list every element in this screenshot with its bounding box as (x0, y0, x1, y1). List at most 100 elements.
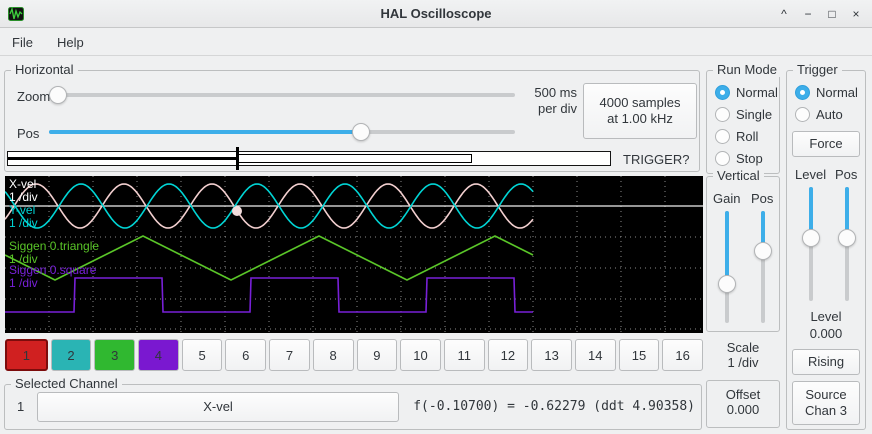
shade-icon[interactable]: ^ (781, 6, 787, 21)
channel-readout: f(-0.10700) = -0.62279 (ddt 4.90358) (413, 399, 695, 414)
vertical-pos-slider[interactable] (753, 211, 773, 323)
offset-value: 0.000 (726, 402, 760, 417)
channel-button-10[interactable]: 10 (400, 339, 441, 371)
run-mode-group: Run Mode Normal Single Roll Stop (706, 62, 781, 174)
selected-channel-group: Selected Channel 1 X-vel f(-0.10700) = -… (4, 376, 702, 430)
channel-buttons: 1 2 3 4 5 6 7 8 9 10 11 12 13 14 15 16 (5, 339, 703, 371)
run-mode-group-title: Run Mode (713, 62, 781, 77)
trigger-level-handle[interactable] (802, 229, 820, 248)
trigger-question-label: TRIGGER? (623, 152, 690, 167)
trigger-source-button[interactable]: Source Chan 3 (792, 381, 860, 425)
scope-labels: X-vel 1 /div Y-vel 1 /div Siggen 0.triangle 1… (5, 176, 703, 333)
scale-value: 1 /div (727, 355, 759, 370)
vertical-group-title: Vertical (713, 168, 764, 183)
vertical-gain-slider[interactable] (717, 211, 737, 323)
horizontal-group: Horizontal Zoom 500 ms per div 4000 samp… (4, 62, 700, 172)
channel-button-11[interactable]: 11 (443, 339, 485, 371)
trigger-pos-slider[interactable] (837, 187, 857, 301)
radio-icon (715, 84, 730, 100)
radio-icon (715, 150, 730, 166)
vertical-gain-handle[interactable] (718, 274, 736, 293)
offset-label: Offset (725, 387, 761, 402)
run-mode-radio-stop[interactable]: Stop (707, 147, 779, 169)
pos-label: Pos (17, 126, 40, 141)
trigger-radio-normal[interactable]: Normal (787, 81, 865, 103)
trigger-level-caption: Level (810, 309, 842, 324)
trace-label-x-vel: X-vel 1 /div (9, 177, 38, 204)
vertical-pos-label: Pos (751, 191, 774, 206)
radio-label: Normal (736, 84, 778, 100)
menu-help[interactable]: Help (56, 34, 84, 50)
window-title: HAL Oscilloscope (380, 6, 492, 21)
radio-label: Single (736, 106, 773, 122)
trigger-level-slider-label: Level (795, 167, 827, 182)
record-pretrigger-line (8, 157, 237, 160)
radio-icon (715, 128, 730, 144)
radio-label: Roll (736, 128, 759, 144)
vertical-gain-track (725, 211, 729, 323)
offset-readout: Offset 0.000 (706, 380, 780, 428)
selected-channel-number: 1 (17, 399, 25, 414)
scope-display[interactable]: X-vel 1 /div Y-vel 1 /div Siggen 0.triangle 1… (5, 176, 703, 333)
maximize-icon[interactable]: □ (828, 6, 836, 21)
channel-button-9[interactable]: 9 (356, 339, 398, 371)
channel-button-7[interactable]: 7 (269, 339, 310, 371)
scope-canvas (5, 176, 703, 333)
trigger-level-slider[interactable] (801, 187, 821, 301)
channel-button-4[interactable]: 4 (138, 339, 179, 371)
channel-name-button[interactable]: X-vel (37, 392, 399, 422)
pos-slider-handle[interactable] (352, 123, 371, 141)
menu-file[interactable]: File (12, 34, 33, 50)
trigger-radio-auto[interactable]: Auto (787, 103, 865, 125)
force-button[interactable]: Force (792, 131, 860, 157)
scale-readout: Scale 1 /div (706, 340, 780, 370)
channel-button-13[interactable]: 13 (531, 339, 572, 371)
zoom-slider-handle[interactable] (49, 86, 68, 104)
vertical-group: Vertical Gain Pos (706, 168, 780, 332)
timebase-readout: 500 ms per div (534, 85, 577, 116)
radio-label: Normal (816, 84, 858, 100)
menu-bar: File Help (0, 29, 872, 56)
title-bar: HAL Oscilloscope ^ − □ × (0, 0, 872, 28)
channel-button-2[interactable]: 2 (50, 339, 92, 371)
channel-button-16[interactable]: 16 (662, 339, 703, 371)
trigger-level-value: 0.000 (809, 326, 843, 341)
selected-channel-title: Selected Channel (11, 376, 122, 391)
samples-button[interactable]: 4000 samples at 1.00 kHz (583, 83, 697, 139)
vertical-pos-track (761, 211, 765, 323)
channel-button-6[interactable]: 6 (225, 339, 267, 371)
run-mode-radios: Normal Single Roll Stop (707, 81, 779, 169)
trace-label-y-vel: Y-vel 1 /div (9, 203, 38, 230)
radio-label: Auto (816, 106, 843, 122)
channel-button-8[interactable]: 8 (312, 339, 354, 371)
radio-icon (795, 106, 810, 122)
pos-slider[interactable] (49, 122, 515, 142)
radio-icon (715, 106, 730, 122)
close-icon[interactable]: × (852, 6, 860, 21)
run-mode-radio-single[interactable]: Single (707, 103, 779, 125)
horizontal-group-title: Horizontal (11, 62, 78, 77)
channel-button-3[interactable]: 3 (94, 339, 136, 371)
window-controls: ^ − □ × (776, 6, 864, 22)
run-mode-radio-normal[interactable]: Normal (707, 81, 779, 103)
trigger-pos-handle[interactable] (838, 229, 856, 248)
zoom-label: Zoom (17, 89, 51, 104)
zoom-slider-track (49, 93, 515, 97)
zoom-slider[interactable] (49, 85, 515, 105)
pos-slider-track (49, 130, 515, 134)
record-trigger-tick[interactable] (235, 147, 239, 170)
trigger-record-bar[interactable] (7, 147, 611, 170)
trace-label-siggen-0-square: Siggen 0.square 1 /div (9, 263, 97, 290)
run-mode-radio-roll[interactable]: Roll (707, 125, 779, 147)
channel-button-12[interactable]: 12 (487, 339, 529, 371)
channel-button-14[interactable]: 14 (574, 339, 616, 371)
scale-label: Scale (726, 340, 760, 355)
minimize-icon[interactable]: − (804, 6, 812, 21)
trigger-edge-button[interactable]: Rising (792, 349, 860, 375)
channel-button-5[interactable]: 5 (181, 339, 223, 371)
channel-button-15[interactable]: 15 (618, 339, 660, 371)
trigger-group-title: Trigger (793, 62, 842, 77)
vertical-pos-handle[interactable] (754, 242, 772, 261)
channel-button-1[interactable]: 1 (5, 339, 48, 371)
trigger-radios: Normal Auto (787, 81, 865, 125)
